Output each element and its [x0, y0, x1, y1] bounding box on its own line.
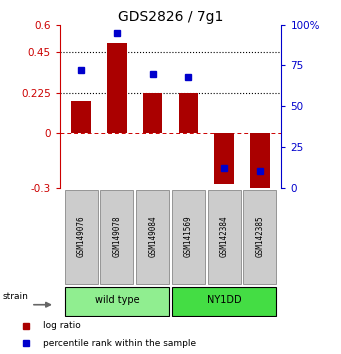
Bar: [65, 189, 98, 284]
Bar: [143, 93, 162, 133]
Text: GSM149078: GSM149078: [113, 216, 121, 257]
Bar: [65, 287, 169, 316]
Text: GSM149084: GSM149084: [148, 216, 157, 257]
Text: strain: strain: [3, 292, 29, 301]
Text: wild type: wild type: [94, 295, 139, 305]
Text: GSM142385: GSM142385: [255, 216, 264, 257]
Text: GSM149076: GSM149076: [77, 216, 86, 257]
Bar: [107, 43, 127, 133]
Text: log ratio: log ratio: [43, 321, 80, 330]
Text: GSM142384: GSM142384: [220, 216, 228, 257]
Bar: [136, 189, 169, 284]
Bar: [172, 287, 276, 316]
Bar: [208, 189, 240, 284]
Title: GDS2826 / 7g1: GDS2826 / 7g1: [118, 10, 223, 24]
Bar: [101, 189, 133, 284]
Bar: [172, 189, 205, 284]
Bar: [71, 101, 91, 133]
Bar: [179, 93, 198, 133]
Text: GSM141569: GSM141569: [184, 216, 193, 257]
Text: percentile rank within the sample: percentile rank within the sample: [43, 339, 196, 348]
Bar: [243, 189, 276, 284]
Text: NY1DD: NY1DD: [207, 295, 241, 305]
Bar: [250, 133, 270, 191]
Bar: [214, 133, 234, 184]
